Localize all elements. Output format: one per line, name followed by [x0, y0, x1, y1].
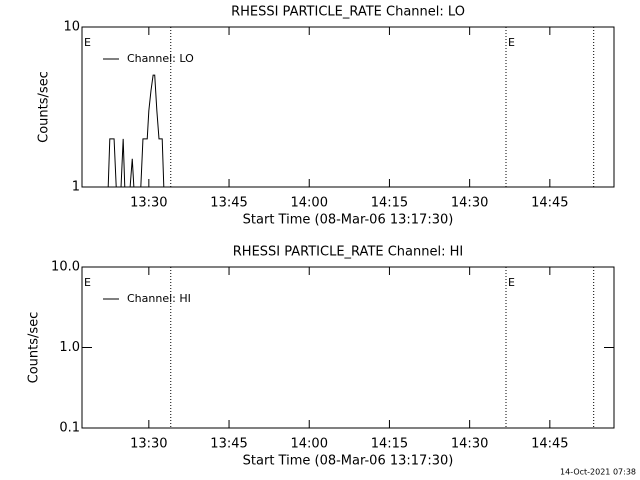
- footer-timestamp: 14-Oct-2021 07:38: [560, 468, 636, 477]
- x-tick-label: 13:45: [210, 196, 247, 211]
- y-tick-label: 1: [72, 180, 80, 195]
- legend-label: Channel: HI: [127, 292, 191, 305]
- x-tick-label: 14:45: [531, 196, 568, 211]
- x-tick-label: 14:30: [451, 437, 488, 452]
- x-axis-label: Start Time (08-Mar-06 13:17:30): [243, 213, 454, 228]
- flag-label: E: [84, 276, 91, 289]
- x-tick-label: 14:00: [291, 196, 328, 211]
- x-tick-label: 13:30: [130, 196, 167, 211]
- y-axis-label: Counts/sec: [27, 312, 42, 384]
- flag-label: E: [508, 276, 515, 289]
- y-tick-label: 10: [63, 20, 80, 35]
- data-line: [107, 74, 165, 188]
- chart-title: RHESSI PARTICLE_RATE Channel: HI: [233, 245, 463, 260]
- x-tick-label: 14:00: [291, 437, 328, 452]
- x-tick-label: 13:45: [210, 437, 247, 452]
- legend-label: Channel: LO: [127, 52, 194, 65]
- flag-label: E: [84, 36, 91, 49]
- plot-frame: [81, 26, 615, 188]
- x-axis-label: Start Time (08-Mar-06 13:17:30): [243, 454, 454, 469]
- x-tick-label: 14:30: [451, 196, 488, 211]
- x-tick-label: 14:45: [531, 437, 568, 452]
- y-tick-label: 10.0: [51, 260, 80, 275]
- y-axis-label: Counts/sec: [37, 71, 52, 143]
- y-tick-label: 0.1: [59, 421, 80, 436]
- x-tick-label: 13:30: [130, 437, 167, 452]
- flag-label: E: [508, 36, 515, 49]
- x-tick-label: 14:15: [371, 437, 408, 452]
- chart-title: RHESSI PARTICLE_RATE Channel: LO: [231, 5, 465, 20]
- x-tick-label: 14:15: [371, 196, 408, 211]
- y-tick-label: 1.0: [59, 340, 80, 355]
